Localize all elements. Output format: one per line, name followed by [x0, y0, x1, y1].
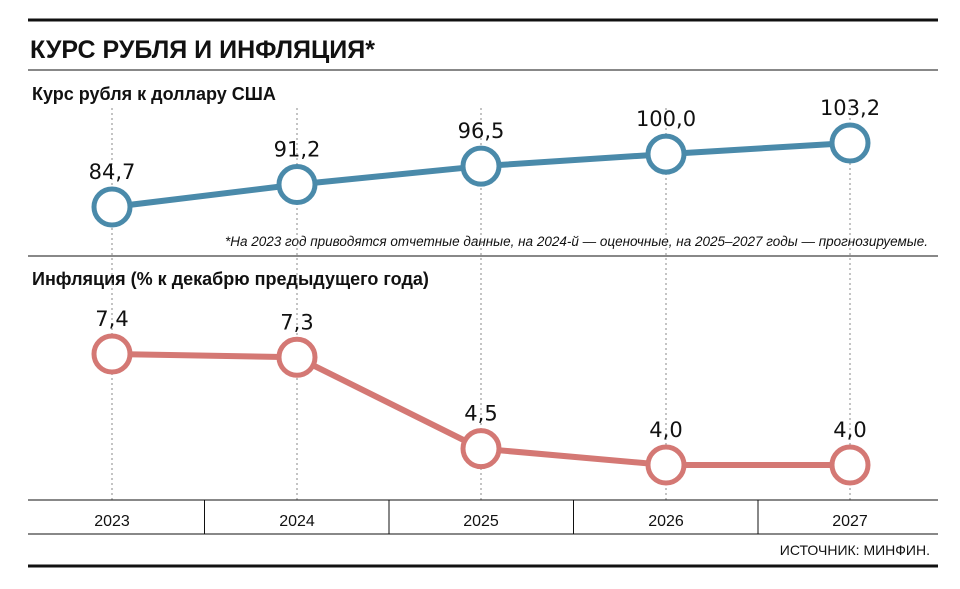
inflation-point-2024	[276, 336, 318, 378]
series: 84,7 91,2 96,5 100,0 103,2 7,4 7,3 4,5 4,0 4,0	[89, 96, 880, 486]
inflation-point-2026	[645, 444, 687, 486]
inflation-label-2024: 7,3	[280, 310, 313, 334]
x-tick-2025: 2025	[463, 513, 499, 530]
rate-point-2023	[91, 186, 133, 228]
inflation-point-2027	[829, 444, 871, 486]
rate-chart-title: Курс рубля к доллару США	[32, 84, 276, 104]
rate-point-2025	[460, 145, 502, 187]
source-note: ИСТОЧНИК: МИНФИН.	[780, 542, 930, 558]
inflation-label-2025: 4,5	[464, 402, 497, 426]
rate-label-2024: 91,2	[274, 138, 321, 162]
x-tick-2026: 2026	[648, 513, 684, 530]
rate-label-2023: 84,7	[89, 160, 136, 184]
page-title: КУРС РУБЛЯ И ИНФЛЯЦИЯ*	[30, 36, 375, 64]
inflation-label-2023: 7,4	[95, 307, 128, 331]
rate-label-2025: 96,5	[458, 119, 505, 143]
rate-point-2027	[829, 122, 871, 164]
x-axis: 2023 2024 2025 2026 2027	[94, 500, 868, 534]
inflation-chart-title: Инфляция (% к декабрю предыдущего года)	[32, 269, 429, 289]
x-tick-2024: 2024	[279, 513, 315, 530]
rate-label-2027: 103,2	[820, 96, 880, 120]
inflation-point-2023	[91, 333, 133, 375]
inflation-label-2026: 4,0	[649, 418, 682, 442]
rate-label-2026: 100,0	[636, 107, 696, 131]
rate-point-2024	[276, 164, 318, 206]
x-tick-2027: 2027	[832, 513, 868, 530]
rate-point-2026	[645, 133, 687, 175]
inflation-label-2027: 4,0	[833, 418, 866, 442]
inflation-point-2025	[460, 428, 502, 470]
x-tick-2023: 2023	[94, 513, 130, 530]
footnote: *На 2023 год приводятся отчетные данные,…	[225, 234, 928, 249]
